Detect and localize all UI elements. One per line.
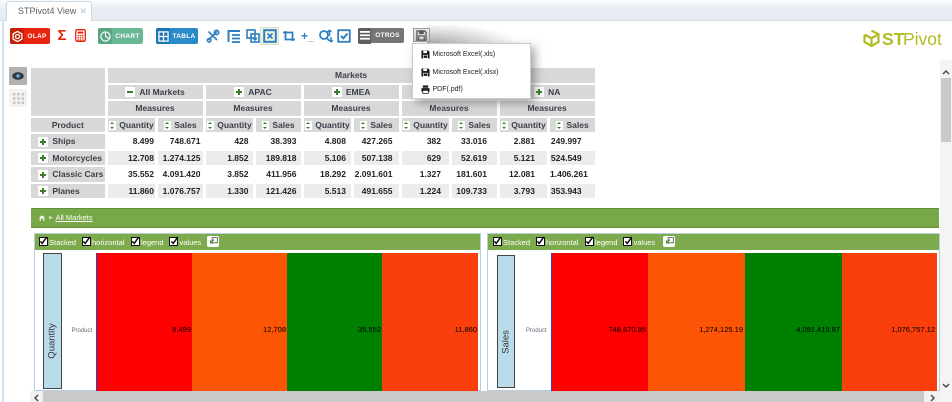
svg-text:Pivot: Pivot [903, 29, 942, 49]
svg-text:ST: ST [882, 29, 905, 49]
